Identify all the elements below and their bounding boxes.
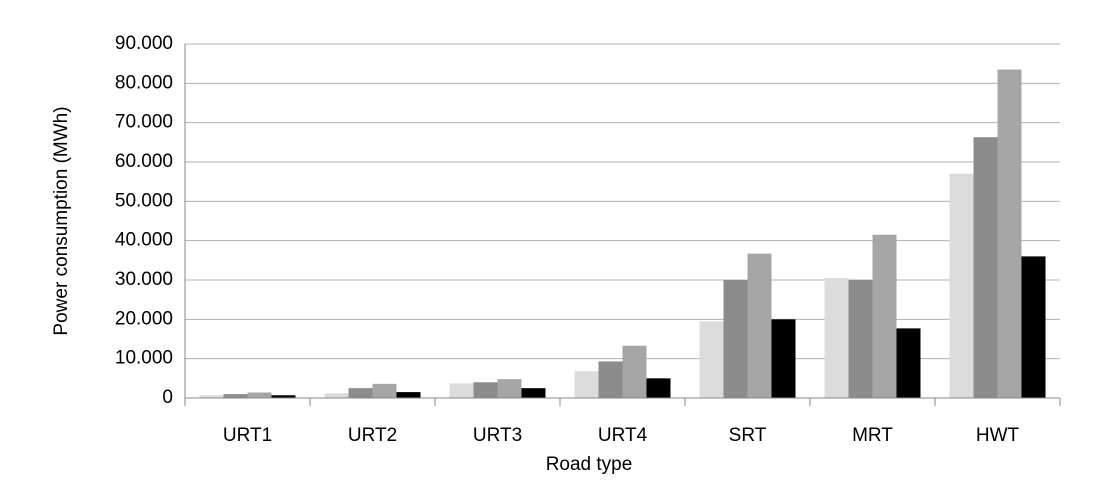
- bar: [997, 69, 1022, 399]
- bar: [247, 392, 272, 398]
- x-tick-label: MRT: [852, 425, 893, 446]
- y-tick-label: 90.000: [115, 33, 173, 54]
- y-tick-label: 20.000: [115, 308, 173, 329]
- x-tick-label: URT3: [473, 425, 522, 446]
- x-tick-label: SRT: [729, 425, 767, 446]
- bar: [598, 361, 623, 398]
- y-tick-label: 70.000: [115, 112, 173, 133]
- bar: [396, 392, 421, 398]
- bar: [449, 383, 474, 398]
- bar: [896, 328, 921, 398]
- y-tick-label: 60.000: [115, 151, 173, 172]
- bar: [521, 388, 546, 398]
- bar: [646, 378, 671, 398]
- x-tick-label: URT4: [598, 425, 648, 446]
- bar: [723, 280, 748, 398]
- y-tick-label: 50.000: [115, 190, 173, 211]
- bar: [324, 393, 349, 398]
- bar: [824, 278, 849, 398]
- x-tick-label: URT1: [223, 425, 272, 446]
- bar: [699, 321, 724, 398]
- bar: [497, 379, 522, 398]
- y-tick-label: 30.000: [115, 269, 173, 290]
- bar: [848, 280, 873, 398]
- bar: [473, 382, 498, 398]
- y-tick-label: 80.000: [115, 72, 173, 93]
- x-axis-title: Road type: [546, 454, 633, 475]
- bar: [973, 137, 998, 398]
- y-tick-label: 10.000: [115, 348, 173, 369]
- bar: [223, 394, 248, 398]
- bar: [771, 319, 796, 398]
- bar: [949, 173, 974, 398]
- y-tick-label: 40.000: [115, 230, 173, 251]
- bar: [872, 234, 897, 398]
- bar: [574, 371, 599, 398]
- bar: [271, 395, 296, 398]
- bar: [348, 388, 373, 398]
- y-axis-title: Power consumption (MWh): [51, 106, 72, 335]
- bar: [199, 395, 224, 398]
- x-tick-label: HWT: [976, 425, 1020, 446]
- bar: [622, 345, 647, 398]
- x-tick-label: URT2: [348, 425, 397, 446]
- bar: [372, 383, 397, 398]
- y-tick-label: 0: [162, 387, 173, 408]
- bar: [747, 253, 772, 398]
- bar: [1021, 256, 1046, 398]
